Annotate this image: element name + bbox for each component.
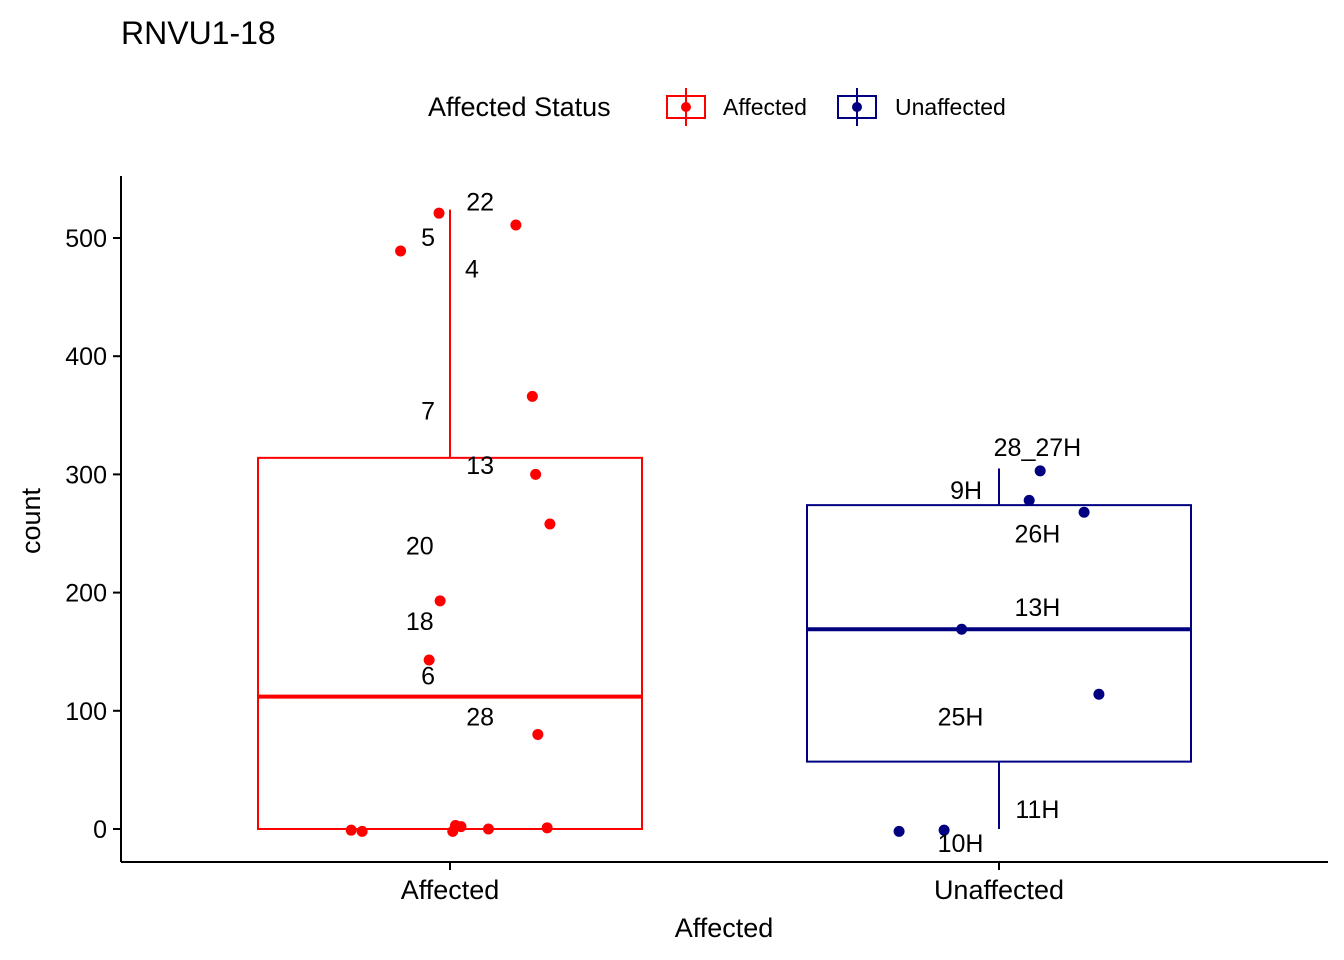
legend-key-unaffected [837,88,877,126]
point-label: 20 [406,532,434,560]
data-point [956,623,968,635]
legend-label-unaffected: Unaffected [895,94,1006,120]
point-label: 25H [938,704,984,732]
data-point [395,245,407,257]
y-tick-label: 200 [65,580,107,608]
y-tick-label: 0 [93,816,107,844]
data-point [1023,494,1035,506]
point-label: 4 [465,256,479,284]
data-point [1034,465,1046,477]
x-axis-label: Affected [675,913,774,943]
point-label: 10H [938,830,984,858]
point-label: 9H [950,477,982,505]
data-point [1093,688,1105,700]
data-point [938,824,950,836]
data-point [423,654,435,666]
box-group-affected: 22 5 4 7 13 20 18 6 28 [257,188,643,837]
box [806,504,1192,763]
y-tick-label: 300 [65,461,107,489]
point-label: 6 [421,662,435,690]
data-point [544,518,556,530]
point-label: 5 [421,224,435,252]
point-label: 13 [466,452,494,480]
data-point [447,825,459,837]
point-label: 22 [466,188,494,216]
box [257,456,643,830]
point-label: 28_27H [994,434,1082,462]
y-tick-label: 400 [65,343,107,371]
data-point [455,821,467,833]
point-label: 26H [1014,521,1060,549]
data-point [530,468,542,480]
x-tick-label: Affected [401,875,500,905]
data-point [434,595,446,607]
data-point [345,824,357,836]
point-label: 11H [1015,796,1059,824]
chart-title: RNVU1-18 [121,15,276,51]
legend: Affected Status Affected Unaffected [428,88,1006,126]
x-tick-label: Unaffected [934,875,1064,905]
data-point [532,728,544,740]
point-label: 18 [406,608,434,636]
data-point [433,207,445,219]
y-tick-label: 500 [65,225,107,253]
data-point [510,219,522,231]
point-label: 7 [421,398,435,426]
legend-label-affected: Affected [723,94,807,120]
box-group-unaffected: 28_27H 9H 26H 13H 25H 11H 10H [806,434,1192,858]
data-point [526,390,538,402]
point-label: 28 [466,704,494,732]
legend-title: Affected Status [428,92,611,122]
point-label: 13H [1014,594,1060,622]
legend-key-affected [666,88,706,126]
plot-area: 0 100 200 300 400 500 Affected Unaffected 22 5 4 7 1… [65,176,1328,905]
y-tick-label: 100 [65,698,107,726]
data-point [893,825,905,837]
data-point [541,822,553,834]
data-point [1078,506,1090,518]
y-axis-label: count [16,487,46,554]
data-point [356,825,368,837]
data-point [482,823,494,835]
